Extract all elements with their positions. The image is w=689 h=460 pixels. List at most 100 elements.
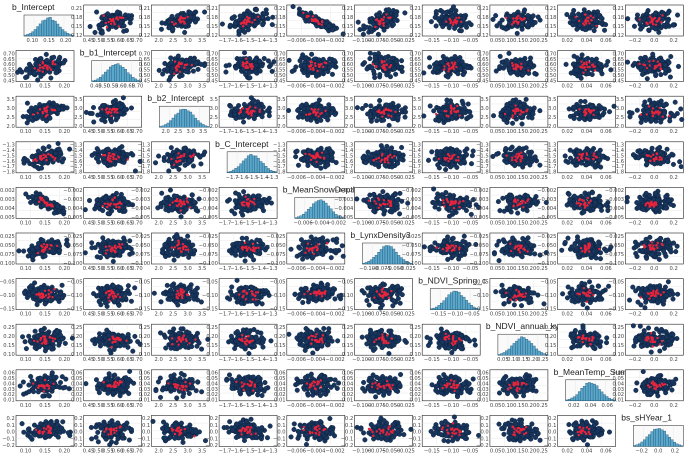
scatter-point	[193, 60, 199, 66]
scatter-point	[44, 57, 50, 63]
highlight-point	[595, 24, 598, 28]
highlight-point	[305, 113, 308, 116]
scatter-point	[53, 150, 59, 156]
scatter-point	[527, 106, 533, 112]
scatter-point	[95, 155, 101, 161]
highlight-point	[512, 21, 515, 24]
highlight-point	[504, 16, 508, 20]
highlight-point	[51, 61, 54, 64]
scatter-point	[331, 58, 337, 64]
scatter-point	[519, 121, 525, 127]
hist-bar	[256, 158, 260, 173]
scatter-point	[519, 21, 525, 27]
panel-3-2: −1.3−1.4−1.5−1.6−1.7−1.82.0 2.5 3.0 3.5	[138, 141, 210, 181]
highlight-point	[253, 18, 256, 22]
highlight-point	[503, 112, 507, 116]
highlight-point	[651, 107, 655, 110]
highlight-point	[315, 160, 318, 164]
highlight-point	[244, 22, 248, 26]
x-tick-label: 2.0	[155, 175, 163, 181]
highlight-point	[383, 64, 386, 67]
highlight-point	[49, 154, 53, 157]
highlight-point	[182, 20, 186, 23]
hist-bar	[231, 169, 235, 173]
highlight-point	[391, 156, 394, 159]
hist-bar	[63, 31, 67, 37]
y-tick-label: 0.15	[409, 24, 421, 30]
highlight-point	[381, 115, 384, 118]
scatter-point	[458, 28, 464, 34]
x-tick-label: −0.006	[287, 175, 306, 181]
y-tick-label: 0.45	[613, 78, 625, 84]
scatter-point	[653, 71, 659, 77]
x-tick-label: −0.002	[326, 38, 345, 44]
highlight-point	[183, 66, 186, 69]
scatter-point	[491, 113, 497, 119]
scatter-point	[266, 113, 272, 119]
diag-title: b_C_Intercept	[215, 139, 269, 149]
x-tick-label: 0.10	[502, 84, 514, 90]
y-tick-label: 2.0	[616, 124, 624, 130]
highlight-point	[383, 158, 386, 162]
y-tick-label: 2.0	[7, 124, 15, 130]
y-tick-label: 0.15	[71, 24, 83, 30]
highlight-point	[584, 13, 587, 16]
y-tick-label: 3.0	[413, 106, 421, 112]
scatter-point	[242, 50, 248, 56]
scatter-point	[530, 13, 536, 19]
highlight-point	[449, 104, 453, 107]
scatter-point	[23, 67, 29, 73]
scatter-point	[389, 55, 395, 61]
scatter-point	[577, 22, 583, 28]
hist-bar	[176, 112, 180, 128]
scatter-point	[571, 53, 577, 59]
highlight-point	[518, 113, 522, 116]
scatter-point	[89, 111, 95, 117]
scatter-point	[169, 13, 175, 19]
hist-bar	[41, 20, 45, 37]
scatter-point	[506, 66, 512, 72]
highlight-point	[323, 61, 326, 64]
highlight-point	[109, 22, 113, 26]
x-tick-label: 2.5	[174, 129, 182, 135]
scatter-point	[100, 149, 106, 155]
highlight-point	[645, 113, 648, 116]
highlight-point	[450, 106, 453, 109]
x-tick-label: 2.5	[169, 84, 177, 90]
panel-3-4: −1.3−1.4−1.5−1.6−1.7−1.8−0.006 −0.004 −0.0…	[273, 141, 346, 181]
x-tick-label: 3.5	[199, 129, 207, 135]
panel-2-5: 3.53.02.52.0−0.100−0.075−0.050−0.025	[345, 95, 415, 135]
highlight-point	[658, 16, 661, 20]
scatter-point	[89, 152, 95, 158]
y-tick-label: 0.21	[613, 6, 625, 12]
highlight-point	[454, 21, 457, 24]
scatter-point	[367, 56, 373, 62]
highlight-point	[458, 114, 461, 117]
highlight-point	[175, 160, 178, 164]
x-tick-label: 0.05	[490, 129, 502, 135]
highlight-point	[110, 114, 113, 118]
highlight-point	[371, 62, 375, 66]
y-tick-label: 0.45	[274, 78, 286, 84]
scatter-point	[393, 71, 399, 77]
highlight-point	[107, 110, 111, 113]
y-tick-label: 0.21	[342, 6, 354, 12]
y-tick-label: 3.0	[210, 106, 218, 112]
highlight-point	[522, 17, 526, 21]
scatter-point	[126, 13, 132, 19]
scatter-point	[435, 16, 441, 22]
scatter-point	[312, 56, 318, 62]
scatter-point	[115, 9, 121, 15]
highlight-point	[173, 60, 177, 63]
scatter-point	[665, 18, 671, 24]
highlight-point	[657, 19, 660, 22]
highlight-point	[448, 17, 452, 21]
x-tick-label: −0.15	[424, 129, 440, 135]
highlight-point	[111, 153, 114, 156]
y-tick-label: 0.18	[545, 15, 557, 21]
highlight-point	[591, 63, 595, 66]
scatter-point	[468, 161, 474, 167]
highlight-point	[385, 63, 388, 66]
scatter-point	[329, 71, 335, 77]
highlight-point	[114, 109, 117, 112]
